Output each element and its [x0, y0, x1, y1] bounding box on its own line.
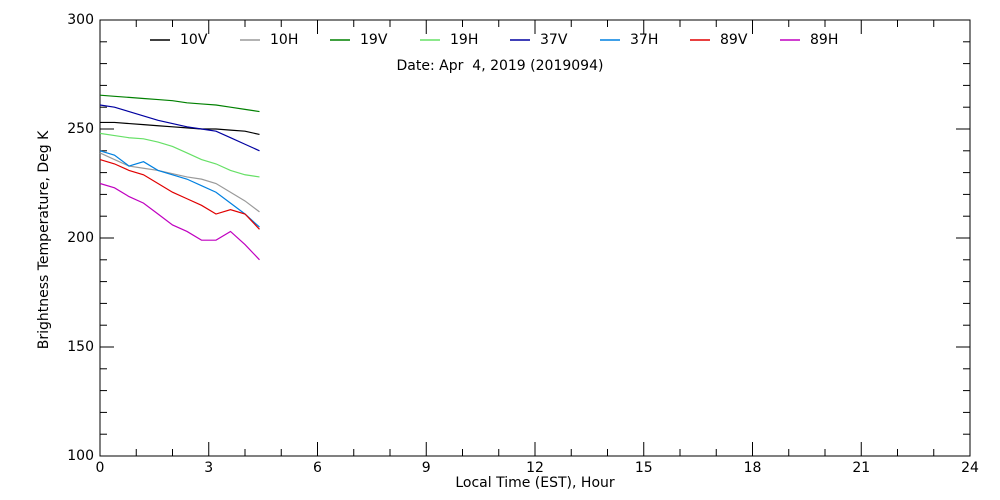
x-tick-label: 6: [313, 460, 322, 476]
x-tick-label: 0: [96, 460, 105, 476]
x-tick-label: 24: [961, 460, 979, 476]
legend-label: 89H: [810, 32, 838, 48]
x-tick-label: 12: [526, 460, 544, 476]
series-line: [99, 182, 260, 261]
legend-label: 37H: [630, 32, 658, 48]
series-line: [99, 104, 260, 152]
x-tick-label: 9: [422, 460, 431, 476]
legend-label: 10H: [270, 32, 298, 48]
series-line: [100, 121, 260, 136]
legend-label: 10V: [180, 32, 208, 48]
x-tick-label: 18: [744, 460, 762, 476]
legend-label: 19V: [360, 32, 388, 48]
chart-subtitle: Date: Apr 4, 2019 (2019094): [397, 58, 604, 74]
legend-label: 19H: [450, 32, 478, 48]
series-line: [99, 158, 260, 230]
series-line: [99, 94, 260, 113]
x-axis-label: Local Time (EST), Hour: [455, 475, 615, 491]
y-tick-label: 150: [67, 339, 94, 355]
x-tick-label: 3: [204, 460, 213, 476]
y-tick-label: 200: [67, 230, 94, 246]
x-tick-label: 15: [635, 460, 653, 476]
y-tick-label: 250: [67, 121, 94, 137]
plot-frame: [99, 19, 971, 457]
y-tick-label: 300: [67, 12, 94, 28]
legend-label: 37V: [540, 32, 568, 48]
series-line: [99, 150, 260, 228]
y-axis-label: Brightness Temperature, Deg K: [36, 130, 52, 349]
y-tick-label: 100: [67, 448, 94, 464]
legend-label: 89V: [720, 32, 748, 48]
x-tick-label: 21: [852, 460, 870, 476]
series-line: [99, 132, 260, 178]
